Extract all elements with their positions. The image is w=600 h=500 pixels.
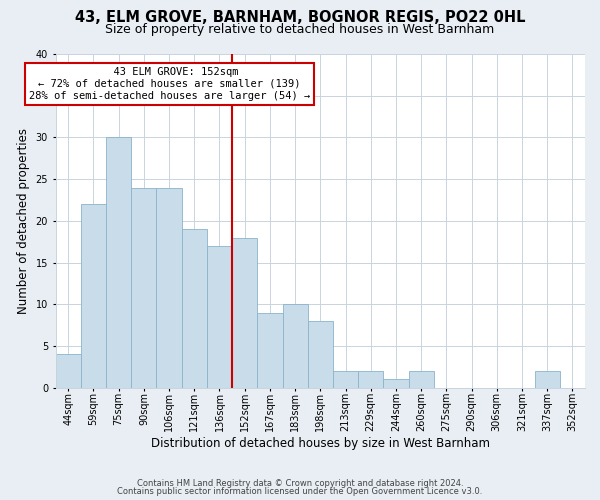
- Bar: [333, 371, 358, 388]
- Text: 43, ELM GROVE, BARNHAM, BOGNOR REGIS, PO22 0HL: 43, ELM GROVE, BARNHAM, BOGNOR REGIS, PO…: [75, 10, 525, 25]
- Bar: [383, 380, 409, 388]
- Bar: [257, 312, 283, 388]
- Text: 43 ELM GROVE: 152sqm
← 72% of detached houses are smaller (139)
28% of semi-deta: 43 ELM GROVE: 152sqm ← 72% of detached h…: [29, 68, 310, 100]
- Bar: [535, 371, 560, 388]
- Bar: [308, 321, 333, 388]
- Bar: [157, 188, 182, 388]
- Bar: [232, 238, 257, 388]
- Bar: [207, 246, 232, 388]
- Bar: [358, 371, 383, 388]
- Text: Size of property relative to detached houses in West Barnham: Size of property relative to detached ho…: [106, 22, 494, 36]
- Bar: [182, 229, 207, 388]
- Y-axis label: Number of detached properties: Number of detached properties: [17, 128, 30, 314]
- Bar: [131, 188, 157, 388]
- Bar: [409, 371, 434, 388]
- Bar: [283, 304, 308, 388]
- Bar: [56, 354, 81, 388]
- X-axis label: Distribution of detached houses by size in West Barnham: Distribution of detached houses by size …: [151, 437, 490, 450]
- Text: Contains HM Land Registry data © Crown copyright and database right 2024.: Contains HM Land Registry data © Crown c…: [137, 478, 463, 488]
- Bar: [81, 204, 106, 388]
- Text: Contains public sector information licensed under the Open Government Licence v3: Contains public sector information licen…: [118, 487, 482, 496]
- Bar: [106, 138, 131, 388]
